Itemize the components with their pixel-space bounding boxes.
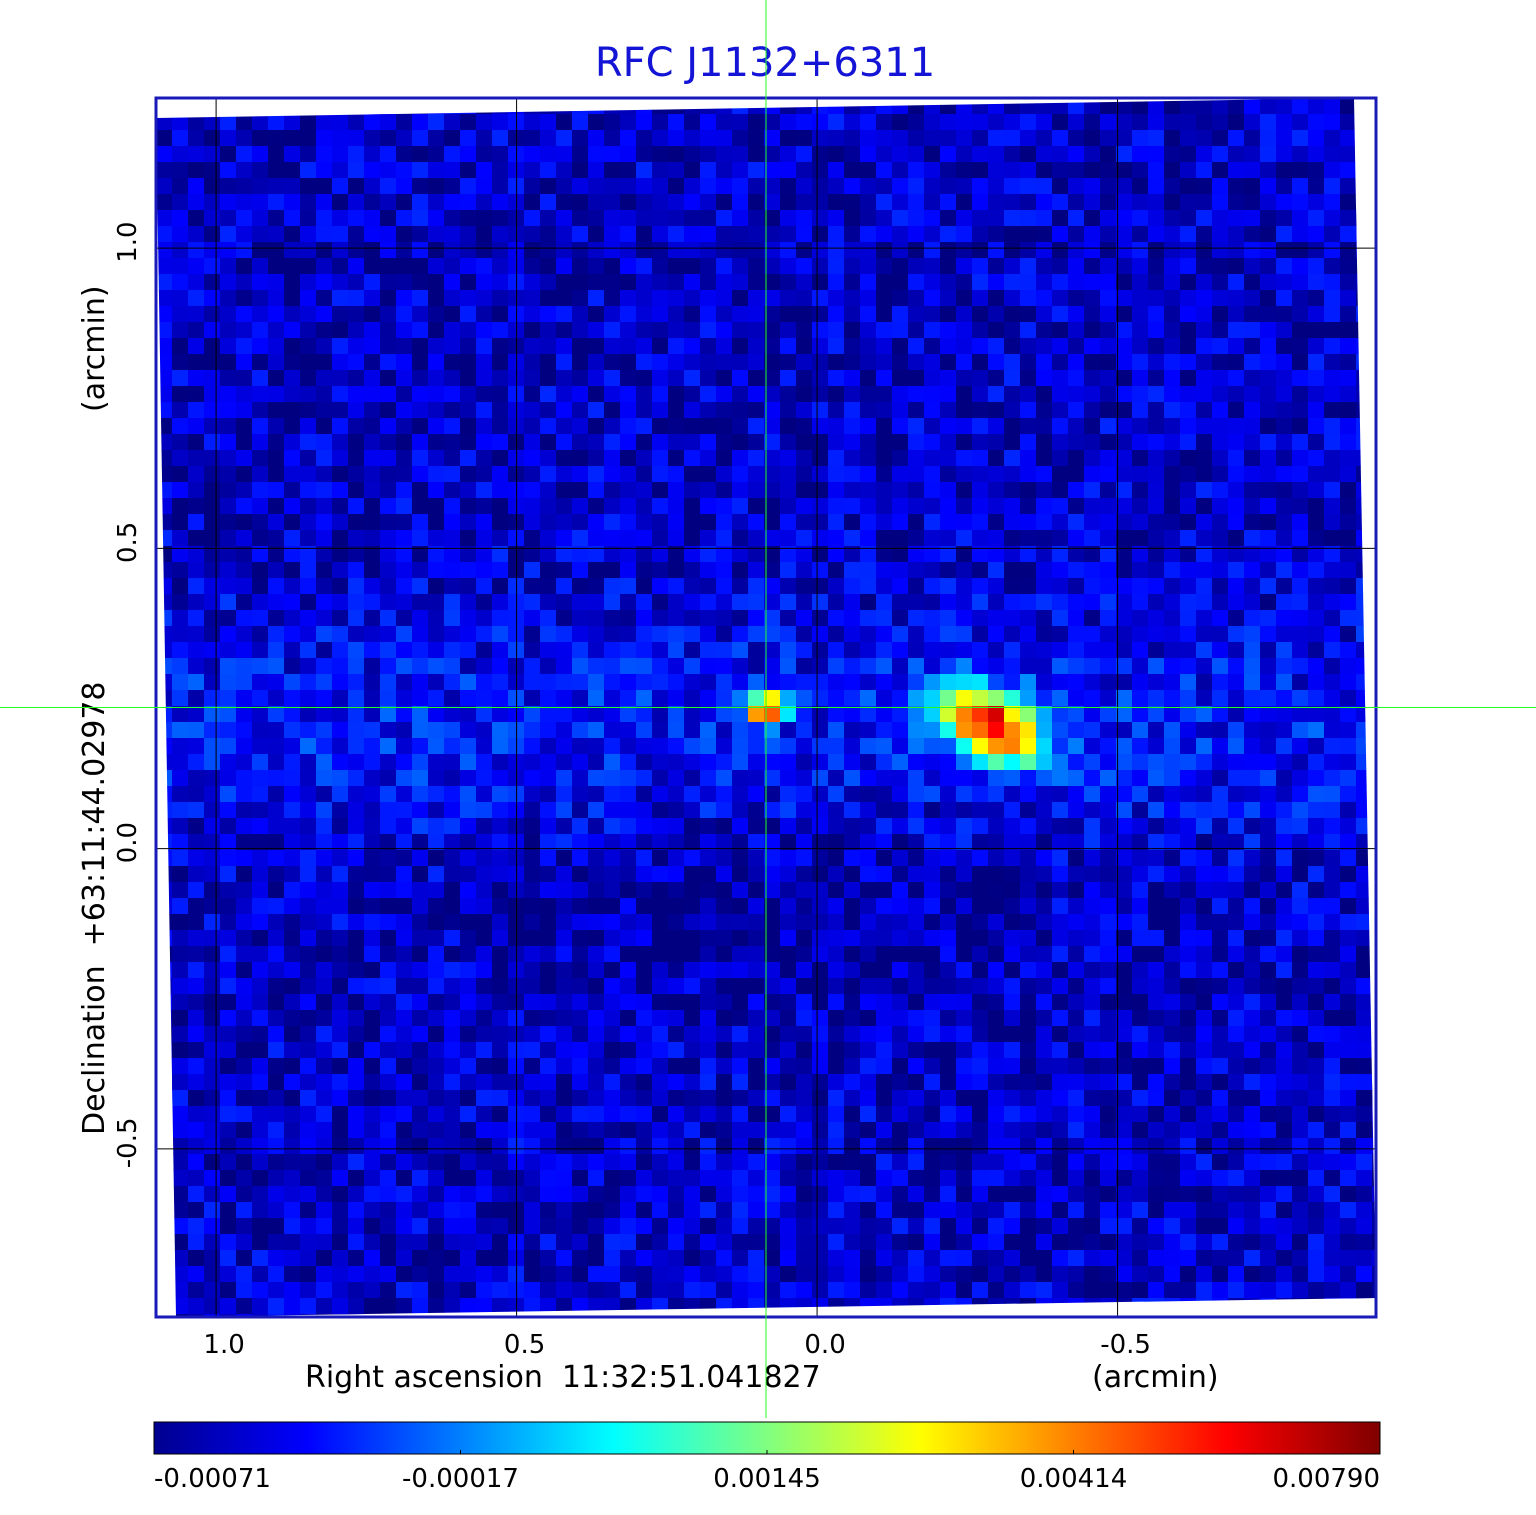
- colorbar-ticks: -0.00071 -0.00017 0.00145 0.00414 0.00790: [154, 1450, 1380, 1494]
- colorbar-tick-label: 0.00145: [713, 1464, 821, 1494]
- x-axis-ticks: 1.0 0.5 0.0 -0.5: [203, 1330, 1151, 1360]
- x-tick-label: 0.5: [504, 1330, 545, 1360]
- y-tick-label: -0.5: [113, 1117, 143, 1168]
- colorbar-tick-label: -0.00017: [402, 1464, 519, 1494]
- x-axis-unit: (arcmin): [1092, 1360, 1219, 1395]
- y-axis-unit: (arcmin): [77, 285, 112, 412]
- colorbar-tick-label: 0.00790: [1272, 1464, 1380, 1494]
- x-tick-label: 0.0: [804, 1330, 845, 1360]
- x-tick-label: 1.0: [203, 1330, 244, 1360]
- y-tick-label: 0.0: [113, 822, 143, 863]
- y-axis-label: Declination +63:11:44.02978: [77, 681, 112, 1135]
- x-tick-label: -0.5: [1100, 1330, 1151, 1360]
- colorbar-tick-label: 0.00414: [1020, 1464, 1128, 1494]
- image-field: [156, 98, 1389, 1331]
- sky-pixels: [156, 98, 1389, 1331]
- chart-title: RFC J1132+6311: [595, 40, 935, 86]
- colorbar: [154, 1422, 1380, 1454]
- y-axis-ticks: 1.0 0.5 0.0 -0.5: [113, 221, 143, 1168]
- y-tick-label: 1.0: [113, 221, 143, 262]
- y-tick-label: 0.5: [113, 522, 143, 563]
- x-axis-label: Right ascension 11:32:51.041827: [305, 1360, 821, 1395]
- colorbar-tick-label: -0.00071: [154, 1464, 271, 1494]
